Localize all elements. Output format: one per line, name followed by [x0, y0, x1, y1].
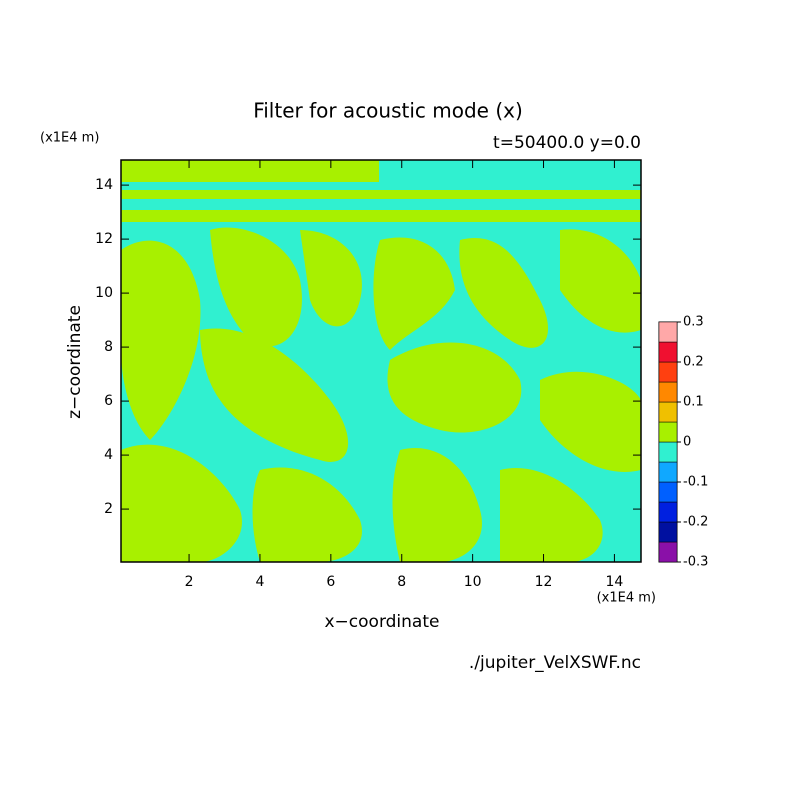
colorbar-band [658, 541, 678, 563]
x-tick-label: 4 [255, 574, 264, 590]
colorbar-tick-label: -0.1 [683, 475, 708, 490]
colorbar-tick-label: 0.1 [683, 395, 704, 410]
y-tick-label: 4 [104, 447, 113, 463]
colorbar-band [658, 521, 678, 543]
y-tick-label: 14 [95, 177, 113, 193]
x-tick-label: 6 [326, 574, 335, 590]
x-tick-label: 14 [606, 574, 624, 590]
colorbar-band [658, 441, 678, 463]
colorbar-tick-label: -0.3 [683, 555, 708, 570]
colorbar-band [658, 501, 678, 523]
plot-frame [120, 159, 642, 563]
y-axis-label: z−coordinate [65, 305, 85, 419]
y-unit: (x1E4 m) [40, 131, 99, 146]
x-axis-label: x−coordinate [325, 612, 440, 632]
y-tick-label: 6 [104, 393, 113, 409]
colorbar-tick-label: 0.3 [683, 315, 704, 330]
y-tick-label: 8 [104, 339, 113, 355]
colorbar-band [658, 361, 678, 383]
colorbar-tick-label: -0.2 [683, 515, 708, 530]
subtitle: t=50400.0 y=0.0 [493, 133, 641, 153]
y-tick-label: 12 [95, 231, 113, 247]
colorbar-band [658, 401, 678, 423]
contour-field [121, 160, 641, 562]
y-tick-label: 2 [104, 501, 113, 517]
x-unit: (x1E4 m) [597, 591, 656, 606]
x-tick-label: 12 [535, 574, 553, 590]
field-blobs [121, 160, 641, 562]
colorbar-band [658, 481, 678, 503]
colorbar-band [658, 321, 678, 343]
colorbar-tick-label: 0.2 [683, 355, 704, 370]
x-tick-label: 10 [464, 574, 482, 590]
x-tick-label: 8 [397, 574, 406, 590]
colorbar-band [658, 461, 678, 483]
colorbar-band [658, 421, 678, 443]
y-tick-label: 10 [95, 285, 113, 301]
x-tick-label: 2 [185, 574, 194, 590]
chart-title: Filter for acoustic mode (x) [253, 99, 523, 123]
colorbar-band [658, 381, 678, 403]
source-file: ./jupiter_VelXSWF.nc [469, 653, 641, 673]
colorbar-tick-label: 0 [683, 435, 691, 450]
colorbar-band [658, 341, 678, 363]
